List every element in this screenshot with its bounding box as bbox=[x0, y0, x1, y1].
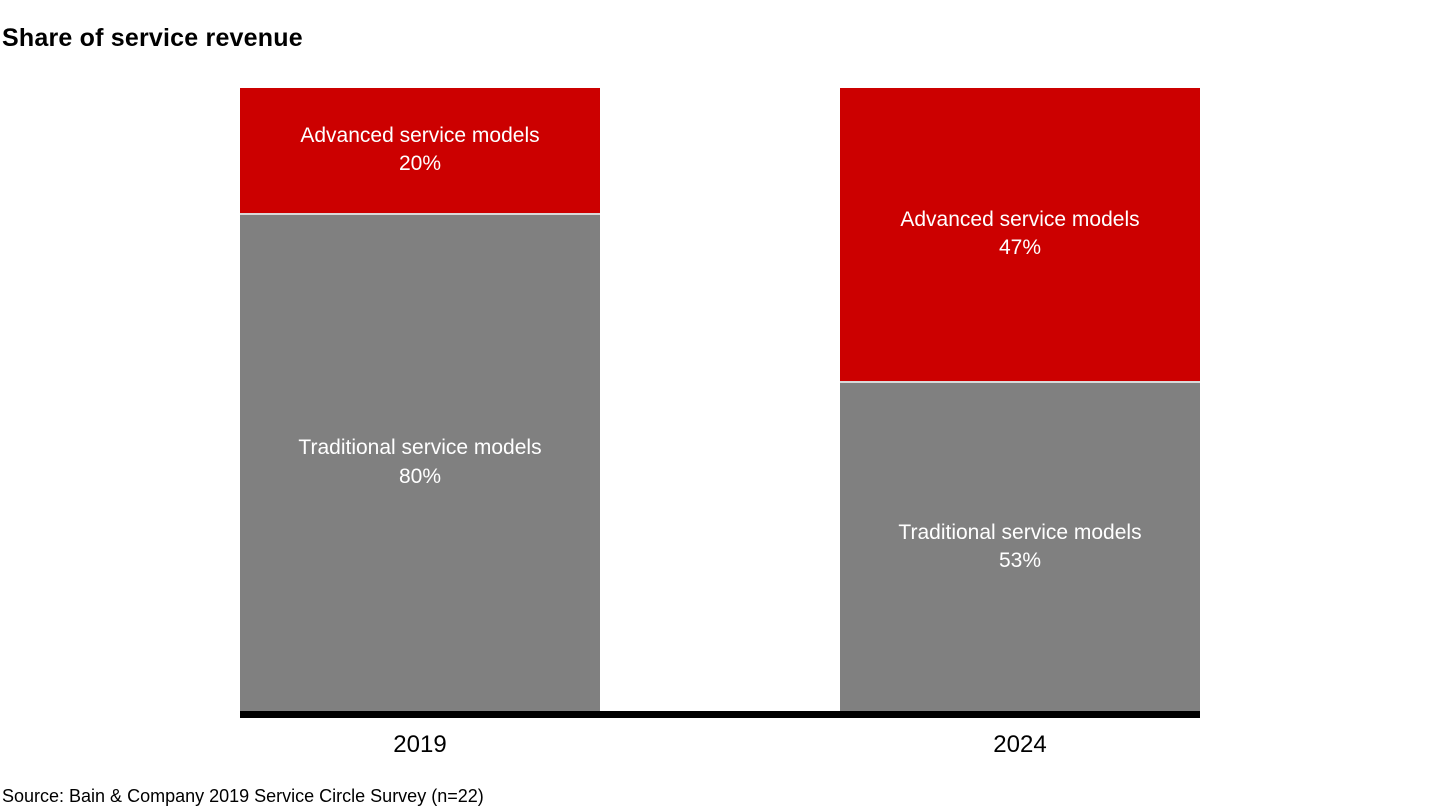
plot-area: Advanced service models 20% Traditional … bbox=[0, 88, 1440, 758]
segment-value: 53% bbox=[998, 548, 1042, 572]
chart-title: Share of service revenue bbox=[2, 24, 303, 52]
segment-traditional-2024: Traditional service models 53% bbox=[840, 380, 1200, 711]
segment-series-name: Traditional service models bbox=[898, 520, 1142, 544]
segment-traditional-2019: Traditional service models 80% bbox=[240, 212, 600, 711]
segment-series-name: Traditional service models bbox=[298, 436, 542, 460]
segment-advanced-2024: Advanced service models 47% bbox=[840, 88, 1200, 381]
segment-advanced-2019: Advanced service models 20% bbox=[240, 88, 600, 213]
segment-value: 20% bbox=[398, 152, 441, 176]
segment-series-name: Advanced service models bbox=[900, 208, 1140, 232]
segment-label-traditional-2024: Traditional service models 53% bbox=[898, 519, 1141, 576]
x-axis-line bbox=[240, 711, 1200, 718]
segment-value: 80% bbox=[398, 464, 442, 488]
x-axis-label-2019: 2019 bbox=[393, 731, 447, 758]
segment-label-advanced-2024: Advanced service models 47% bbox=[900, 206, 1139, 263]
segment-label-advanced-2019: Advanced service models 20% bbox=[300, 122, 539, 179]
x-axis-label-2024: 2024 bbox=[993, 731, 1047, 758]
stacked-bar-2019: Advanced service models 20% Traditional … bbox=[240, 88, 600, 711]
segment-value: 47% bbox=[998, 236, 1041, 260]
segment-series-name: Advanced service models bbox=[300, 123, 540, 147]
stacked-bar-2024: Advanced service models 47% Traditional … bbox=[840, 88, 1200, 711]
segment-label-traditional-2019: Traditional service models 80% bbox=[298, 434, 541, 491]
source-note: Source: Bain & Company 2019 Service Circ… bbox=[2, 786, 484, 806]
